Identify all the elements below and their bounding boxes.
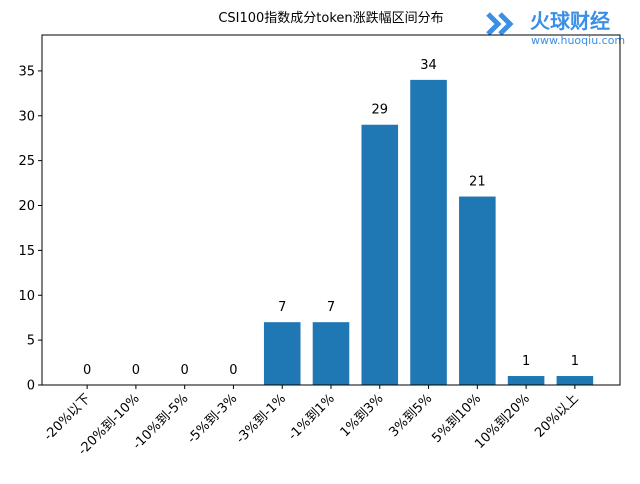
value-label: 0 (83, 363, 91, 378)
bar (556, 376, 594, 385)
value-label: 7 (278, 300, 286, 315)
watermark-logo (486, 12, 514, 36)
x-tick-label: 20%以上 (532, 391, 581, 440)
bar (361, 124, 399, 385)
value-label: 0 (229, 363, 237, 378)
plot-frame (41, 34, 621, 386)
bar (263, 322, 301, 385)
y-tick-label: 20 (18, 199, 35, 214)
x-tick-label: -5%到-3% (185, 391, 241, 447)
watermark-name: 火球财经 (530, 9, 610, 33)
x-tick-label: -3%到-1% (233, 391, 289, 447)
x-tick-label: -1%到1% (286, 391, 338, 443)
watermark: 火球财经 www.huoqiu.com (486, 9, 625, 47)
value-label: 1 (522, 354, 530, 369)
y-tick-label: 5 (27, 334, 35, 349)
chart-title: CSI100指数成分token涨跌幅区间分布 (218, 10, 443, 26)
y-tick-label: 35 (18, 64, 35, 79)
y-tick-label: 30 (18, 109, 35, 124)
x-tick-label: 3%到5% (386, 391, 435, 440)
y-tick-label: 10 (18, 289, 35, 304)
value-label: 0 (181, 363, 189, 378)
value-label: 29 (372, 103, 389, 118)
value-label: 21 (469, 175, 486, 190)
y-tick-label: 25 (18, 154, 35, 169)
y-tick-label: 0 (27, 379, 35, 394)
value-label: 1 (571, 354, 579, 369)
value-label: 7 (327, 300, 335, 315)
bar (507, 376, 545, 385)
x-tick-label: 1%到3% (338, 391, 387, 440)
bar (312, 322, 350, 385)
y-tick-label: 15 (18, 244, 35, 259)
watermark-url: www.huoqiu.com (531, 34, 625, 47)
value-label: 0 (132, 363, 140, 378)
bar (459, 196, 496, 385)
value-label: 34 (420, 58, 437, 73)
bar (410, 79, 447, 385)
